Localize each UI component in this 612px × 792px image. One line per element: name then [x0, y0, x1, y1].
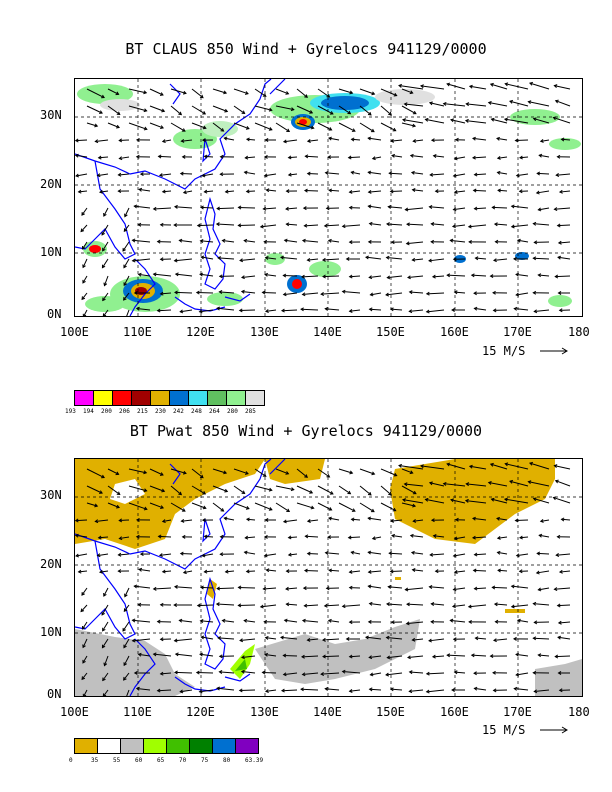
panel1-lon-160E: 160E — [440, 325, 469, 339]
cb2-swatch-4 — [166, 738, 189, 754]
colorbar-tick: 194 — [83, 408, 94, 415]
colorbar-tick: 65 — [157, 757, 165, 764]
panel1-colorbar — [74, 390, 265, 406]
cb1-swatch-2 — [112, 390, 131, 406]
panel1-lon-170E: 170E — [503, 325, 532, 339]
panel2-lat-20N: 20N — [40, 557, 62, 571]
panel1-lat-20N: 20N — [40, 177, 62, 191]
panel2-lon-170E: 170E — [503, 705, 532, 719]
panel1-lon-130E: 130E — [250, 325, 279, 339]
panel2-lon-100E: 100E — [60, 705, 89, 719]
panel2-lat-0N: 0N — [47, 687, 62, 701]
panel2-lon-160E: 160E — [440, 705, 469, 719]
panel1-wind-vectors — [75, 81, 571, 316]
colorbar-tick: 55 — [113, 757, 121, 764]
panel2-pwat-shading — [75, 459, 582, 696]
colorbar-tick: 230 — [155, 408, 166, 415]
panel2-grid — [75, 459, 582, 696]
panel1-ref-vector-label: 15 M/S — [482, 344, 526, 358]
colorbar-tick: 280 — [227, 408, 238, 415]
cb2-swatch-6 — [212, 738, 235, 754]
colorbar-tick: 206 — [119, 408, 130, 415]
panel1-title: BT CLAUS 850 Wind + Gyrelocs 941129/0000 — [125, 40, 487, 58]
colorbar-tick: 248 — [191, 408, 202, 415]
panel1-lat-30N: 30N — [40, 108, 62, 122]
panel2-lon-110E: 110E — [123, 705, 152, 719]
panel1-lon-140E: 140E — [313, 325, 342, 339]
panel1-grid — [75, 79, 582, 316]
colorbar-tick: 285 — [245, 408, 256, 415]
panel2-lon-130E: 130E — [250, 705, 279, 719]
panel1-lon-120E: 120E — [186, 325, 215, 339]
colorbar-tick: 80 — [223, 757, 231, 764]
panel2-wind-vectors — [75, 461, 571, 696]
panel1-lon-110E: 110E — [123, 325, 152, 339]
cb2-swatch-0 — [74, 738, 97, 754]
panel1-lat-10N: 10N — [40, 245, 62, 259]
panel2-title: BT Pwat 850 Wind + Gyrelocs 941129/0000 — [129, 422, 483, 440]
cb1-swatch-0 — [74, 390, 93, 406]
panel2-lat-10N: 10N — [40, 625, 62, 639]
colorbar-tick: 35 — [91, 757, 99, 764]
panel1-lon-180: 180 — [568, 325, 590, 339]
colorbar-tick: 63.39 — [245, 757, 264, 764]
cb2-swatch-1 — [97, 738, 120, 754]
panel2-ref-arrow — [540, 726, 568, 734]
colorbar-tick: 0 — [69, 757, 73, 764]
colorbar-tick: 200 — [101, 408, 112, 415]
colorbar-tick: 193 — [65, 408, 76, 415]
colorbar-tick: 215 — [137, 408, 148, 415]
panel1-lat-0N: 0N — [47, 307, 62, 321]
panel2-lon-150E: 150E — [376, 705, 405, 719]
cb1-swatch-9 — [245, 390, 265, 406]
panel1-ref-arrow — [540, 347, 568, 355]
cb2-swatch-2 — [120, 738, 143, 754]
cb2-swatch-3 — [143, 738, 166, 754]
cb1-swatch-7 — [207, 390, 226, 406]
panel1-cloud-shading — [77, 84, 581, 312]
colorbar-tick: 242 — [173, 408, 184, 415]
cb1-swatch-8 — [226, 390, 245, 406]
panel2-colorbar — [74, 738, 259, 754]
cb1-swatch-4 — [150, 390, 169, 406]
panel2-ref-vector-label: 15 M/S — [482, 723, 526, 737]
colorbar-tick: 70 — [179, 757, 187, 764]
cb2-swatch-5 — [189, 738, 212, 754]
panel1-map-svg — [75, 79, 582, 316]
cb1-swatch-3 — [131, 390, 150, 406]
panel1-lon-150E: 150E — [376, 325, 405, 339]
panel1-map — [74, 78, 583, 317]
panel2-map — [74, 458, 583, 697]
panel2-lon-140E: 140E — [313, 705, 342, 719]
colorbar-tick: 264 — [209, 408, 220, 415]
panel2-coastlines — [75, 459, 286, 696]
cb1-swatch-6 — [188, 390, 207, 406]
panel2-lon-120E: 120E — [186, 705, 215, 719]
cb1-swatch-1 — [93, 390, 112, 406]
panel2-lon-180: 180 — [568, 705, 590, 719]
cb1-swatch-5 — [169, 390, 188, 406]
colorbar-tick: 60 — [135, 757, 143, 764]
panel1-lon-100E: 100E — [60, 325, 89, 339]
panel2-map-svg — [75, 459, 582, 696]
panel2-lat-30N: 30N — [40, 488, 62, 502]
colorbar-tick: 75 — [201, 757, 209, 764]
cb2-swatch-7 — [235, 738, 259, 754]
